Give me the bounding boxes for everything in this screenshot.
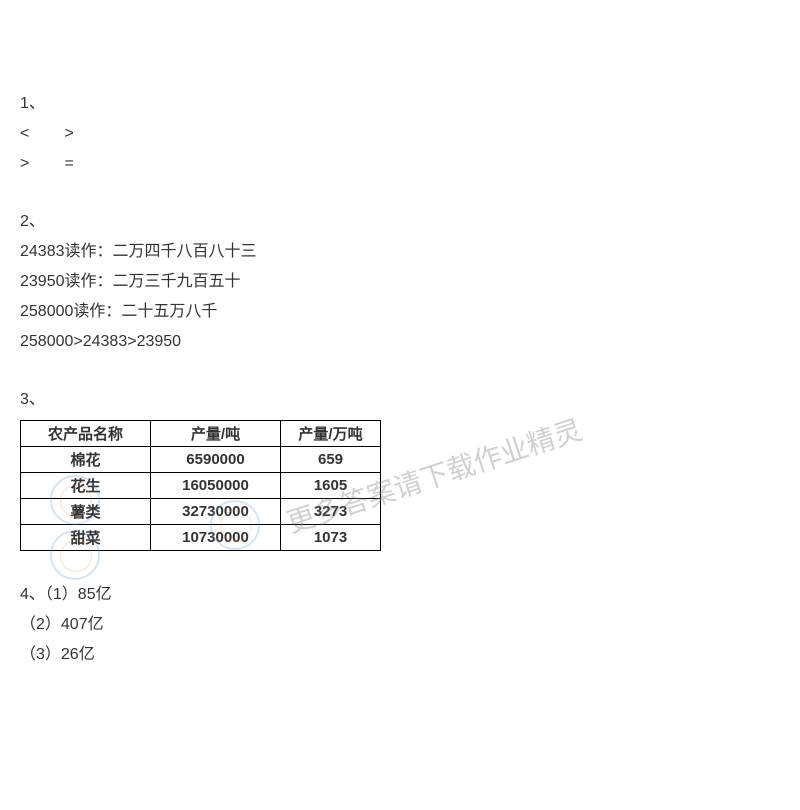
q4-item: （3）26亿 — [20, 641, 800, 669]
q1-sym: < — [20, 120, 60, 148]
table-row: 薯类 32730000 3273 — [21, 499, 381, 525]
q2-line: 24383读作：二万四千八百八十三 — [20, 238, 800, 266]
table-cell: 棉花 — [21, 447, 151, 473]
q2-line: 23950读作：二万三千九百五十 — [20, 268, 800, 296]
q2-line: 258000读作：二十五万八千 — [20, 298, 800, 326]
table-header-row: 农产品名称 产量/吨 产量/万吨 — [21, 421, 381, 447]
table-row: 甜菜 10730000 1073 — [21, 525, 381, 551]
q1-sym: = — [64, 150, 104, 178]
q1-heading: 1、 — [20, 90, 800, 118]
table-cell: 花生 — [21, 473, 151, 499]
table-cell: 659 — [281, 447, 381, 473]
table-header: 农产品名称 — [21, 421, 151, 447]
question-2: 2、 24383读作：二万四千八百八十三 23950读作：二万三千九百五十 25… — [20, 208, 800, 356]
q1-sym: > — [20, 150, 60, 178]
question-1: 1、 < > > = — [20, 90, 800, 178]
table-cell: 10730000 — [151, 525, 281, 551]
q1-row: < > — [20, 120, 800, 148]
table-cell: 1605 — [281, 473, 381, 499]
q3-heading: 3、 — [20, 386, 800, 414]
table-header: 产量/吨 — [151, 421, 281, 447]
question-4: 4、（1）85亿 （2）407亿 （3）26亿 — [20, 581, 800, 669]
q3-table: 农产品名称 产量/吨 产量/万吨 棉花 6590000 659 花生 16050… — [20, 420, 381, 551]
q4-heading: 4、 — [20, 586, 45, 603]
q1-row: > = — [20, 150, 800, 178]
table-cell: 1073 — [281, 525, 381, 551]
q4-line: 4、（1）85亿 — [20, 581, 800, 609]
q2-heading: 2、 — [20, 208, 800, 236]
table-row: 棉花 6590000 659 — [21, 447, 381, 473]
question-3: 3、 农产品名称 产量/吨 产量/万吨 棉花 6590000 659 花生 16… — [20, 386, 800, 551]
table-cell: 甜菜 — [21, 525, 151, 551]
q4-item: （1）85亿 — [45, 586, 112, 603]
q1-sym: > — [64, 120, 104, 148]
table-cell: 3273 — [281, 499, 381, 525]
q4-item: （2）407亿 — [20, 611, 800, 639]
table-cell: 6590000 — [151, 447, 281, 473]
q2-line: 258000>24383>23950 — [20, 328, 800, 356]
table-header: 产量/万吨 — [281, 421, 381, 447]
table-cell: 16050000 — [151, 473, 281, 499]
table-cell: 32730000 — [151, 499, 281, 525]
table-cell: 薯类 — [21, 499, 151, 525]
table-row: 花生 16050000 1605 — [21, 473, 381, 499]
